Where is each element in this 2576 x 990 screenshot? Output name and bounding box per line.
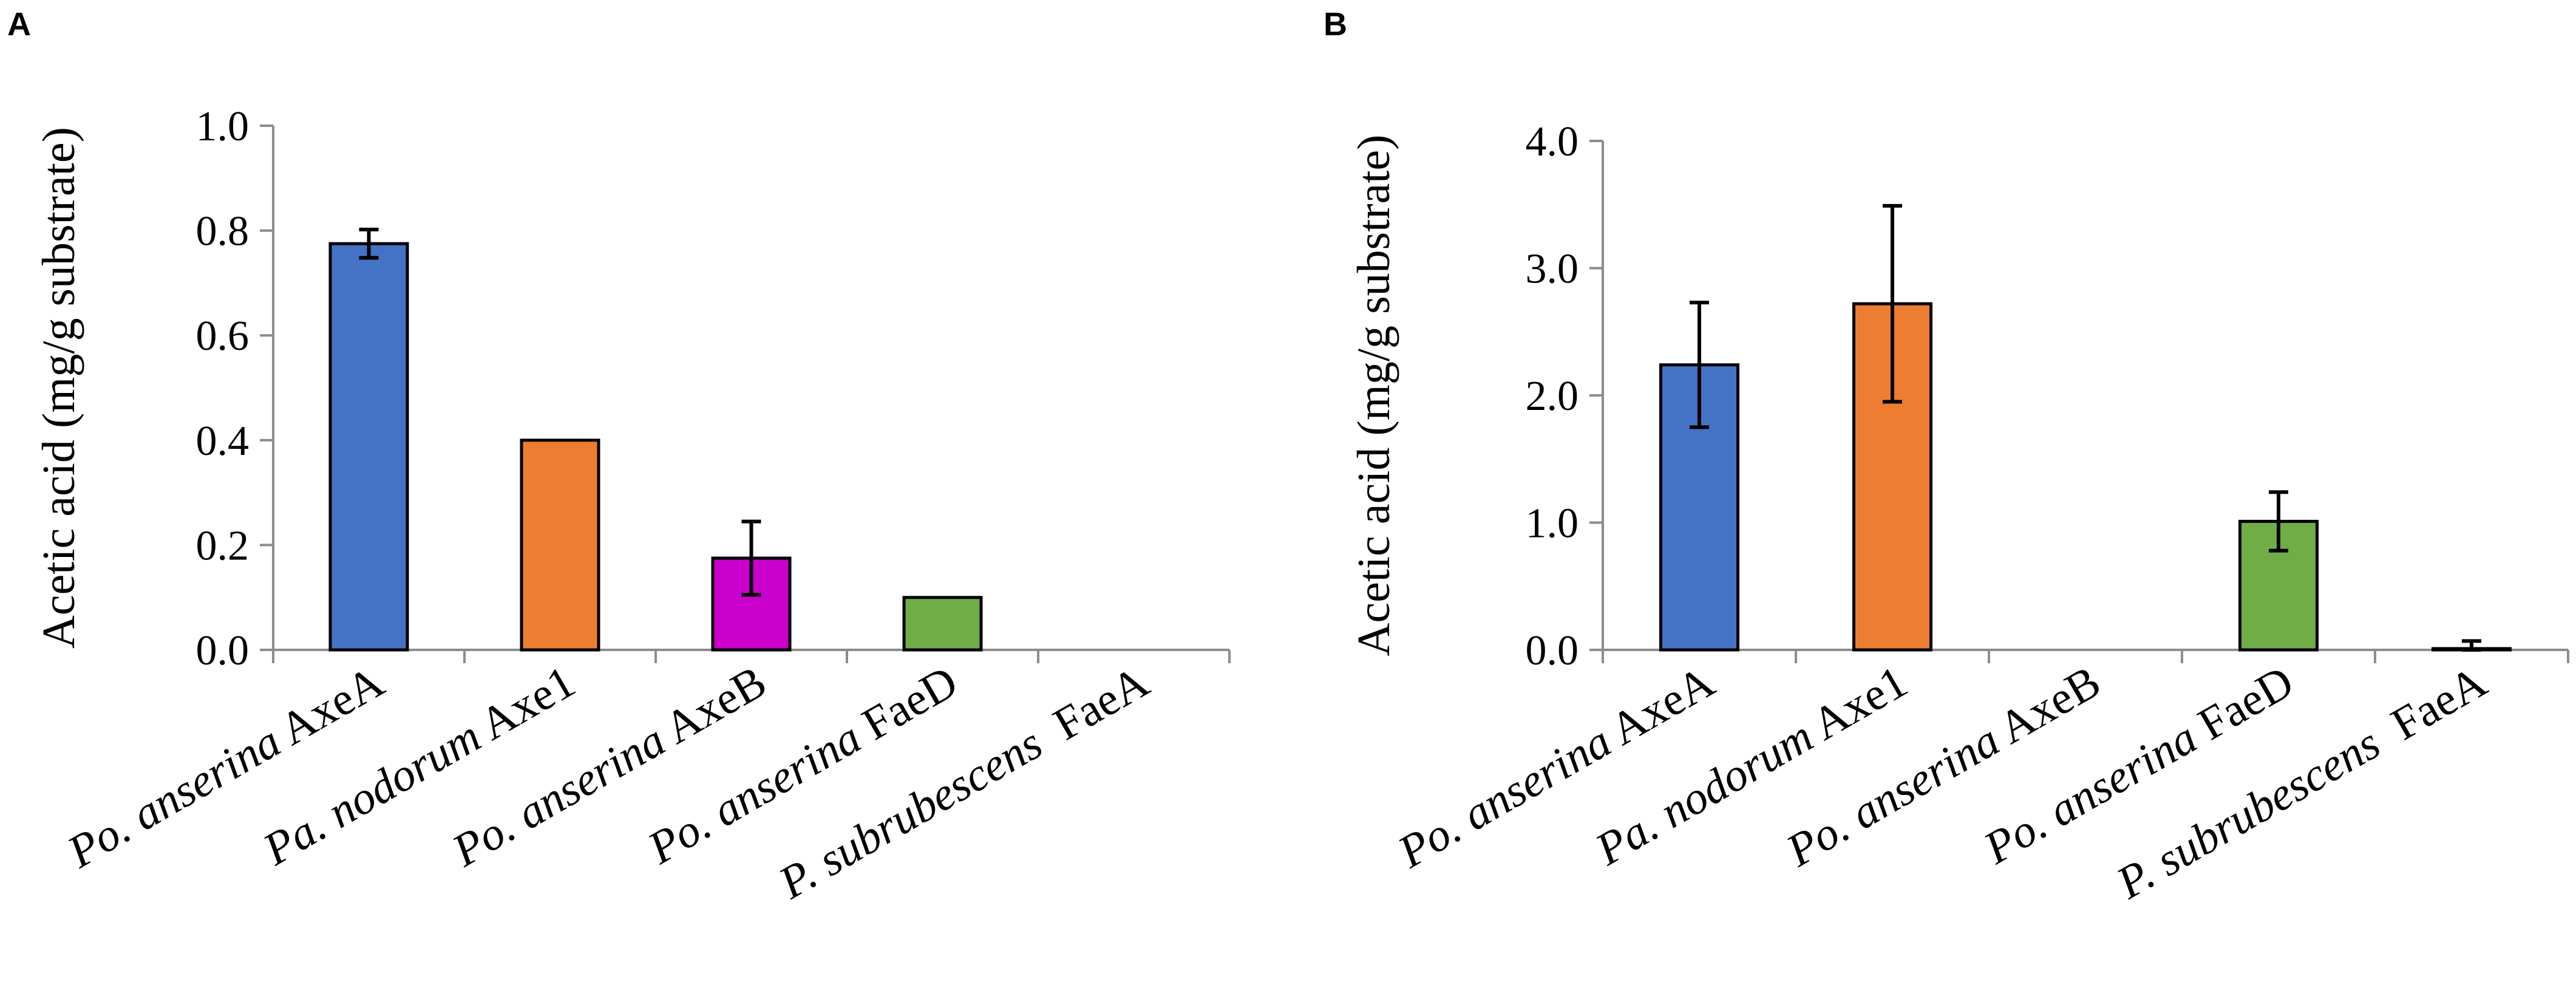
protein-name: FaeD [844, 656, 966, 756]
x-category-label: Po. anserina AxeA [59, 656, 392, 878]
bar [902, 596, 983, 652]
protein-name: FaeA [1025, 656, 1158, 762]
y-tick-label: 0.4 [196, 418, 250, 465]
y-tick-label: 0.0 [1526, 627, 1579, 674]
x-category-label: Po. anserina FaeD [639, 656, 966, 874]
x-category-label: Po. anserina AxeA [1389, 656, 1722, 878]
protein-name: AxeA [263, 656, 392, 760]
error-bar [1690, 301, 1709, 429]
y-tick-label: 2.0 [1526, 373, 1579, 420]
protein-name: Axe1 [1796, 656, 1915, 754]
protein-name: FaeD [2180, 656, 2302, 756]
panel-a: A Acetic acid (mg/g substrate) 0.0 0.2 0.4 0.… [7, 6, 1231, 909]
panel-b: B Acetic acid (mg/g substrate) 0.0 1.0 2.0 3.… [1324, 6, 2569, 909]
bar [520, 439, 600, 652]
error-bar [2269, 490, 2288, 553]
x-category-label: Po. anserina AxeB [1778, 656, 2109, 877]
x-category-label: Po. anserina AxeB [443, 656, 775, 877]
x-category-label: Pa. nodorum Axe1 [1587, 656, 1916, 875]
protein-name: Axe1 [464, 656, 583, 754]
y-tick-label: 0.8 [196, 208, 250, 255]
bar [328, 242, 409, 652]
y-tick-label: 4.0 [1526, 118, 1579, 165]
protein-name: AxeA [1594, 656, 1722, 760]
x-category-label: Po. anserina FaeD [1975, 656, 2302, 874]
protein-name: AxeB [648, 656, 775, 759]
panel-letter: B [1324, 6, 1347, 43]
y-tick-label: 0.0 [196, 627, 250, 674]
y-tick-label: 0.6 [196, 313, 250, 360]
error-bar [1883, 203, 1902, 404]
protein-name: FaeA [2363, 656, 2495, 762]
panel-letter: A [7, 6, 31, 43]
x-category-label: P. subrubescens FaeA [770, 656, 1157, 909]
y-tick-label: 1.0 [196, 103, 250, 150]
protein-name: AxeB [1982, 656, 2109, 759]
species-name: Po. anserina [59, 715, 289, 878]
y-tick-label: 3.0 [1526, 246, 1579, 293]
y-tick-label: 1.0 [1526, 500, 1579, 547]
species-name: Po. anserina [1389, 715, 1619, 878]
error-bar [2462, 639, 2481, 652]
error-bar [359, 227, 379, 260]
y-tick-label: 0.2 [196, 522, 250, 569]
error-bar [741, 519, 761, 597]
y-axis-label: Acetic acid (mg/g substrate) [1348, 135, 1399, 657]
y-axis-label: Acetic acid (mg/g substrate) [33, 127, 84, 649]
x-category-label: Pa. nodorum Axe1 [254, 656, 583, 875]
x-category-label: P. subrubescens FaeA [2108, 656, 2495, 909]
bar [1852, 302, 1932, 652]
